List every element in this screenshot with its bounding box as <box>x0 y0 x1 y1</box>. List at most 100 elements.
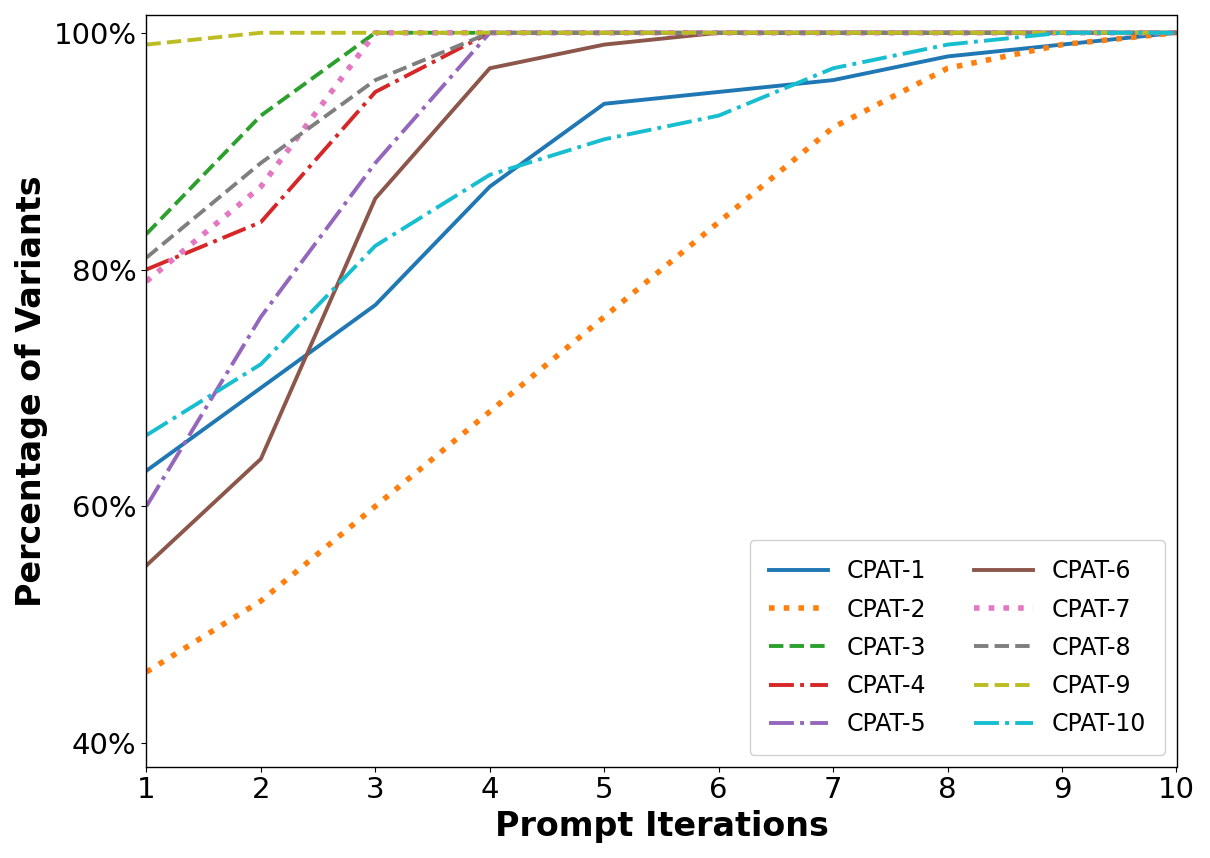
Line: CPAT-8: CPAT-8 <box>146 33 1176 257</box>
CPAT-2 <box>254 595 269 606</box>
CPAT-10 <box>1169 27 1183 38</box>
CPAT-2 <box>597 311 611 322</box>
CPAT-3 <box>940 27 955 38</box>
Line: CPAT-5: CPAT-5 <box>146 33 1176 506</box>
CPAT-6 <box>711 27 726 38</box>
Line: CPAT-4: CPAT-4 <box>146 33 1176 269</box>
Y-axis label: Percentage of Variants: Percentage of Variants <box>15 175 48 607</box>
CPAT-9 <box>368 27 382 38</box>
CPAT-5 <box>254 311 269 322</box>
CPAT-3 <box>826 27 841 38</box>
CPAT-1 <box>711 87 726 97</box>
CPAT-9 <box>139 39 154 50</box>
CPAT-4 <box>483 27 497 38</box>
CPAT-2 <box>483 407 497 417</box>
CPAT-7 <box>940 27 955 38</box>
CPAT-5 <box>139 501 154 511</box>
CPAT-9 <box>1169 27 1183 38</box>
CPAT-1 <box>597 99 611 109</box>
CPAT-1 <box>254 383 269 393</box>
CPAT-2 <box>711 217 726 227</box>
CPAT-9 <box>597 27 611 38</box>
CPAT-10 <box>368 241 382 251</box>
CPAT-6 <box>483 63 497 74</box>
CPAT-1 <box>940 51 955 62</box>
CPAT-8 <box>483 27 497 38</box>
CPAT-3 <box>483 27 497 38</box>
CPAT-4 <box>1169 27 1183 38</box>
CPAT-6 <box>139 560 154 571</box>
CPAT-3 <box>139 229 154 239</box>
CPAT-4 <box>826 27 841 38</box>
CPAT-7 <box>1169 27 1183 38</box>
CPAT-6 <box>254 454 269 464</box>
CPAT-7 <box>368 27 382 38</box>
Line: CPAT-1: CPAT-1 <box>146 33 1176 471</box>
CPAT-4 <box>597 27 611 38</box>
CPAT-3 <box>368 27 382 38</box>
CPAT-6 <box>1169 27 1183 38</box>
CPAT-5 <box>940 27 955 38</box>
Line: CPAT-6: CPAT-6 <box>146 33 1176 565</box>
CPAT-3 <box>711 27 726 38</box>
CPAT-10 <box>597 134 611 144</box>
CPAT-6 <box>826 27 841 38</box>
CPAT-5 <box>597 27 611 38</box>
CPAT-8 <box>254 158 269 168</box>
CPAT-8 <box>1055 27 1070 38</box>
CPAT-7 <box>711 27 726 38</box>
CPAT-7 <box>597 27 611 38</box>
CPAT-9 <box>711 27 726 38</box>
CPAT-3 <box>1169 27 1183 38</box>
X-axis label: Prompt Iterations: Prompt Iterations <box>495 810 829 843</box>
CPAT-3 <box>254 111 269 121</box>
CPAT-2 <box>1169 27 1183 38</box>
CPAT-8 <box>597 27 611 38</box>
CPAT-8 <box>940 27 955 38</box>
CPAT-8 <box>368 75 382 85</box>
CPAT-9 <box>1055 27 1070 38</box>
CPAT-8 <box>711 27 726 38</box>
CPAT-10 <box>483 170 497 180</box>
CPAT-7 <box>826 27 841 38</box>
CPAT-4 <box>139 264 154 275</box>
CPAT-2 <box>940 63 955 74</box>
CPAT-10 <box>940 39 955 50</box>
CPAT-4 <box>254 217 269 227</box>
CPAT-10 <box>139 430 154 440</box>
CPAT-1 <box>1055 39 1070 50</box>
CPAT-7 <box>254 182 269 192</box>
CPAT-2 <box>826 123 841 133</box>
Line: CPAT-7: CPAT-7 <box>146 33 1176 281</box>
CPAT-2 <box>368 501 382 511</box>
CPAT-5 <box>368 158 382 168</box>
CPAT-2 <box>139 667 154 677</box>
CPAT-9 <box>940 27 955 38</box>
CPAT-7 <box>139 276 154 287</box>
CPAT-6 <box>1055 27 1070 38</box>
CPAT-4 <box>368 87 382 97</box>
CPAT-4 <box>940 27 955 38</box>
CPAT-5 <box>826 27 841 38</box>
CPAT-5 <box>1169 27 1183 38</box>
CPAT-1 <box>368 300 382 311</box>
Line: CPAT-3: CPAT-3 <box>146 33 1176 234</box>
CPAT-8 <box>139 252 154 263</box>
CPAT-5 <box>711 27 726 38</box>
CPAT-5 <box>483 27 497 38</box>
CPAT-1 <box>139 466 154 476</box>
CPAT-2 <box>1055 39 1070 50</box>
Legend: CPAT-1, CPAT-2, CPAT-3, CPAT-4, CPAT-5, CPAT-6, CPAT-7, CPAT-8, CPAT-9, CPAT-10: CPAT-1, CPAT-2, CPAT-3, CPAT-4, CPAT-5, … <box>750 541 1165 755</box>
CPAT-10 <box>711 111 726 121</box>
CPAT-3 <box>597 27 611 38</box>
CPAT-10 <box>254 360 269 370</box>
Line: CPAT-10: CPAT-10 <box>146 33 1176 435</box>
CPAT-4 <box>1055 27 1070 38</box>
CPAT-8 <box>826 27 841 38</box>
CPAT-7 <box>1055 27 1070 38</box>
CPAT-10 <box>826 63 841 74</box>
Line: CPAT-9: CPAT-9 <box>146 33 1176 45</box>
CPAT-10 <box>1055 27 1070 38</box>
CPAT-1 <box>826 75 841 85</box>
CPAT-8 <box>1169 27 1183 38</box>
